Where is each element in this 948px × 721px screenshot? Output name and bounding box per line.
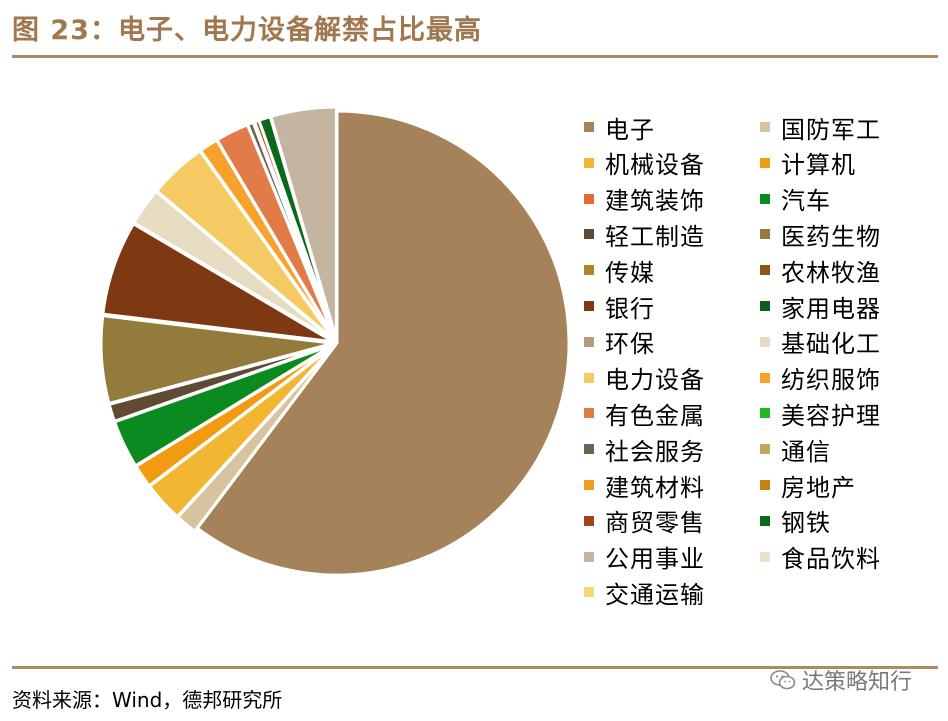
legend-swatch <box>584 444 594 455</box>
legend-item: 通信 <box>760 434 831 466</box>
legend-label: 传媒 <box>605 258 655 287</box>
legend-item: 建筑装饰 <box>584 184 705 216</box>
wechat-icon <box>770 670 796 690</box>
pie-slice-8 <box>99 314 335 406</box>
legend-label: 建筑材料 <box>605 473 705 502</box>
legend-item: 社会服务 <box>584 434 705 466</box>
title-divider <box>12 55 938 58</box>
figure-title: 图 23：电子、电力设备解禁占比最高 <box>12 15 482 46</box>
legend-item: 计算机 <box>760 148 856 180</box>
legend-label: 美容护理 <box>781 401 881 430</box>
legend-swatch <box>584 336 594 347</box>
legend-swatch <box>584 157 594 168</box>
legend-label: 房地产 <box>781 473 856 502</box>
legend-item: 建筑材料 <box>584 470 705 502</box>
legend-swatch <box>584 193 594 204</box>
legend-swatch <box>584 372 594 383</box>
legend-swatch <box>760 301 770 311</box>
legend-label: 机械设备 <box>605 151 705 180</box>
legend-swatch <box>584 301 594 311</box>
legend-item: 交通运输 <box>584 577 705 609</box>
legend-label: 计算机 <box>781 151 856 180</box>
legend-swatch <box>584 515 594 526</box>
legend-swatch <box>760 515 770 526</box>
legend-label: 钢铁 <box>781 509 831 538</box>
legend-swatch <box>760 408 770 419</box>
legend-swatch <box>760 157 770 168</box>
legend-item: 房地产 <box>760 470 856 502</box>
legend-label: 家用电器 <box>781 294 881 323</box>
pie-slice-25 <box>269 105 338 341</box>
pie-chart <box>99 105 571 577</box>
legend-label: 基础化工 <box>781 330 881 359</box>
legend-label: 医药生物 <box>781 222 881 251</box>
legend-label: 环保 <box>605 330 655 359</box>
legend-item: 医药生物 <box>760 219 881 251</box>
legend-label: 纺织服饰 <box>781 366 881 395</box>
legend-item: 公用事业 <box>584 542 705 574</box>
legend-item: 农林牧渔 <box>760 255 881 287</box>
watermark: 达策略知行 <box>770 664 912 696</box>
legend-item: 基础化工 <box>760 327 881 359</box>
legend-label: 通信 <box>781 437 831 466</box>
footer-divider <box>12 666 938 669</box>
legend-label: 建筑装饰 <box>605 187 705 216</box>
legend-item: 有色金属 <box>584 398 705 430</box>
legend-swatch <box>760 551 770 562</box>
legend-item: 商贸零售 <box>584 506 705 538</box>
legend-label: 汽车 <box>781 187 831 216</box>
legend-item: 钢铁 <box>760 506 831 538</box>
legend-label: 银行 <box>605 294 655 323</box>
legend-item: 电力设备 <box>584 363 705 395</box>
legend-swatch <box>760 336 770 347</box>
legend-swatch <box>584 587 594 598</box>
legend-label: 公用事业 <box>605 545 705 574</box>
legend-item: 环保 <box>584 327 655 359</box>
legend-item: 国防军工 <box>760 112 881 144</box>
source-note: 资料来源：Wind，德邦研究所 <box>12 688 283 712</box>
legend-item: 机械设备 <box>584 148 705 180</box>
legend-item: 家用电器 <box>760 291 881 323</box>
legend-swatch <box>760 265 770 276</box>
watermark-text: 达策略知行 <box>802 670 913 695</box>
legend-label: 国防军工 <box>781 115 881 144</box>
legend-label: 食品饮料 <box>781 545 881 574</box>
legend-item: 银行 <box>584 291 655 323</box>
legend-swatch <box>584 265 594 276</box>
legend-item: 轻工制造 <box>584 219 705 251</box>
legend-item: 食品饮料 <box>760 542 881 574</box>
legend-swatch <box>760 193 770 204</box>
legend-label: 农林牧渔 <box>781 258 881 287</box>
legend-item: 纺织服饰 <box>760 363 881 395</box>
legend-item: 电子 <box>584 112 655 144</box>
legend-swatch <box>760 372 770 383</box>
legend-item: 汽车 <box>760 184 831 216</box>
legend-label: 有色金属 <box>605 401 705 430</box>
legend-swatch <box>584 408 594 419</box>
legend-label: 交通运输 <box>605 580 705 609</box>
legend-item: 美容护理 <box>760 398 881 430</box>
legend-label: 社会服务 <box>605 437 705 466</box>
legend-swatch <box>584 122 594 132</box>
legend-label: 电子 <box>605 115 655 144</box>
legend-item: 传媒 <box>584 255 655 287</box>
legend-swatch <box>760 480 770 490</box>
legend-label: 轻工制造 <box>605 222 705 251</box>
legend-label: 电力设备 <box>605 366 705 395</box>
legend-swatch <box>760 229 770 240</box>
pie-slice-1 <box>195 109 571 577</box>
legend-swatch <box>584 480 594 490</box>
legend-label: 商贸零售 <box>605 509 705 538</box>
legend-swatch <box>584 551 594 562</box>
legend-swatch <box>760 444 770 455</box>
legend-swatch <box>584 229 594 240</box>
legend-swatch <box>760 122 770 132</box>
